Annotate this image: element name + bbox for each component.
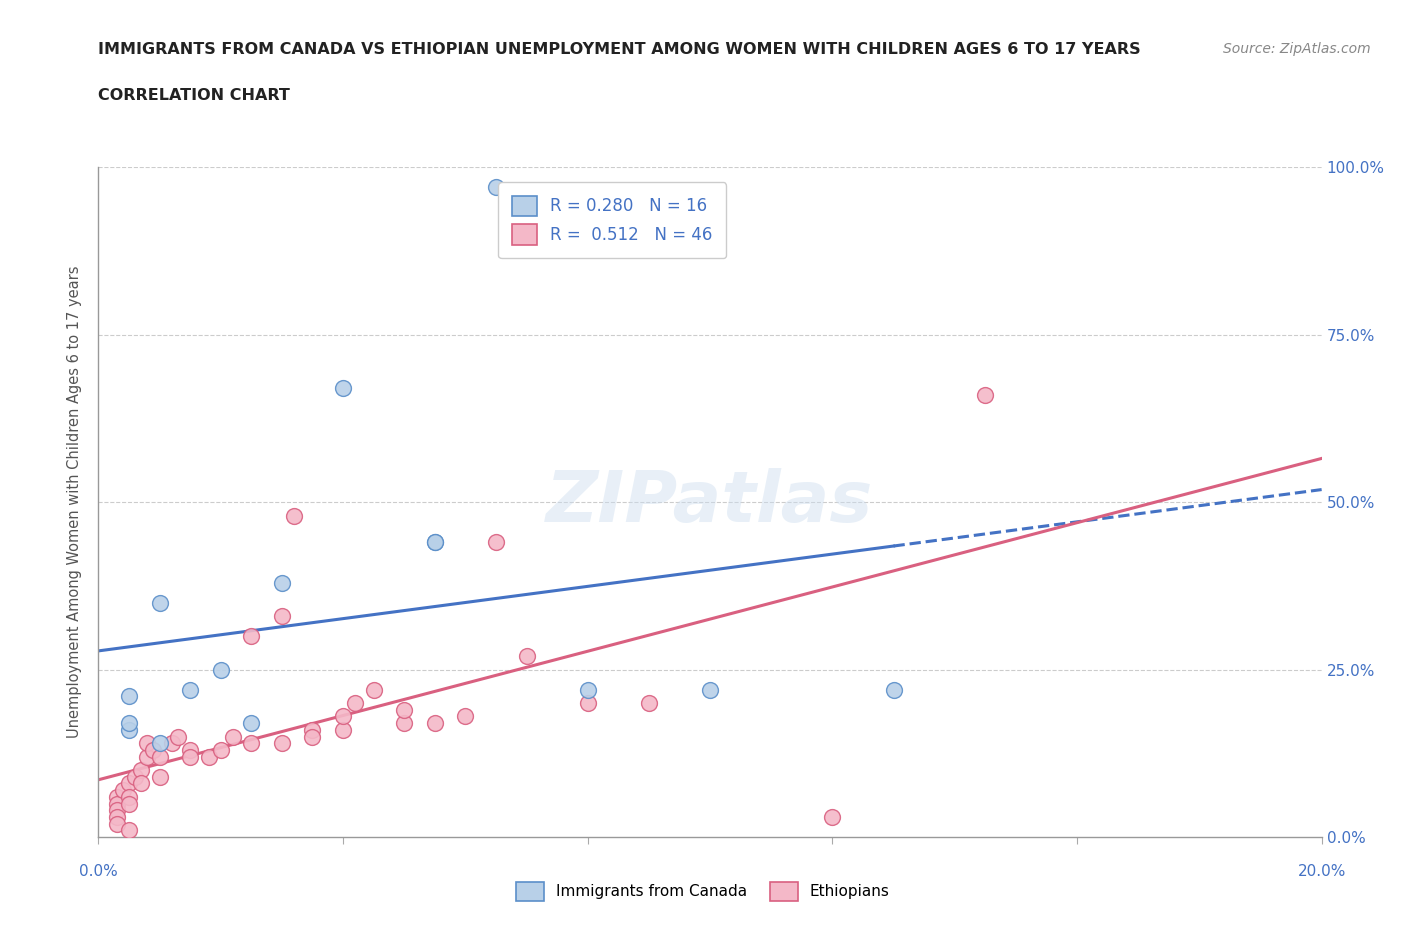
Point (149, 769, 172, 784)
Text: 20.0%: 20.0% (1298, 864, 1346, 879)
Point (301, 729, 323, 744)
Point (136, 736, 159, 751)
Point (332, 723, 354, 737)
Point (118, 790, 141, 804)
Point (149, 595, 172, 610)
Text: CORRELATION CHART: CORRELATION CHART (98, 88, 290, 103)
Text: Source: ZipAtlas.com: Source: ZipAtlas.com (1223, 42, 1371, 56)
Point (129, 763, 152, 777)
Point (111, 783, 134, 798)
Point (576, 696, 599, 711)
Point (209, 742, 232, 757)
Point (423, 716, 446, 731)
Point (332, 381, 354, 396)
Point (222, 729, 245, 744)
Point (423, 535, 446, 550)
Point (454, 709, 477, 724)
Point (179, 750, 201, 764)
Point (105, 817, 128, 831)
Point (240, 629, 263, 644)
Legend: Immigrants from Canada, Ethiopians: Immigrants from Canada, Ethiopians (509, 874, 897, 909)
Point (124, 769, 146, 784)
Point (197, 750, 219, 764)
Point (209, 662, 232, 677)
Point (118, 823, 141, 838)
Point (118, 689, 141, 704)
Point (160, 736, 183, 751)
Point (301, 723, 323, 737)
Point (637, 696, 661, 711)
Point (118, 796, 141, 811)
Point (363, 683, 385, 698)
Point (118, 716, 141, 731)
Point (129, 776, 152, 790)
Point (270, 736, 292, 751)
Point (240, 716, 263, 731)
Text: 0.0%: 0.0% (79, 864, 118, 879)
Point (142, 742, 165, 757)
Point (344, 696, 367, 711)
Point (883, 683, 905, 698)
Point (105, 803, 128, 817)
Point (699, 683, 721, 698)
Point (179, 742, 201, 757)
Point (392, 702, 416, 717)
Legend: R = 0.280   N = 16, R =  0.512   N = 46: R = 0.280 N = 16, R = 0.512 N = 46 (499, 182, 725, 259)
Point (485, 180, 508, 195)
Point (240, 736, 263, 751)
Point (105, 796, 128, 811)
Point (423, 535, 446, 550)
Point (105, 809, 128, 824)
Point (576, 683, 599, 698)
Point (485, 535, 508, 550)
Point (270, 575, 292, 590)
Point (149, 750, 172, 764)
Point (179, 683, 201, 698)
Point (167, 729, 190, 744)
Text: IMMIGRANTS FROM CANADA VS ETHIOPIAN UNEMPLOYMENT AMONG WOMEN WITH CHILDREN AGES : IMMIGRANTS FROM CANADA VS ETHIOPIAN UNEM… (98, 42, 1142, 57)
Point (516, 649, 538, 664)
Y-axis label: Unemployment Among Women with Children Ages 6 to 17 years: Unemployment Among Women with Children A… (67, 266, 83, 738)
Point (149, 736, 172, 751)
Point (283, 508, 305, 523)
Point (392, 716, 416, 731)
Point (270, 608, 292, 623)
Point (118, 723, 141, 737)
Point (821, 809, 844, 824)
Point (118, 776, 141, 790)
Point (974, 388, 997, 403)
Text: ZIPatlas: ZIPatlas (547, 468, 873, 537)
Point (105, 790, 128, 804)
Point (136, 750, 159, 764)
Point (332, 709, 354, 724)
